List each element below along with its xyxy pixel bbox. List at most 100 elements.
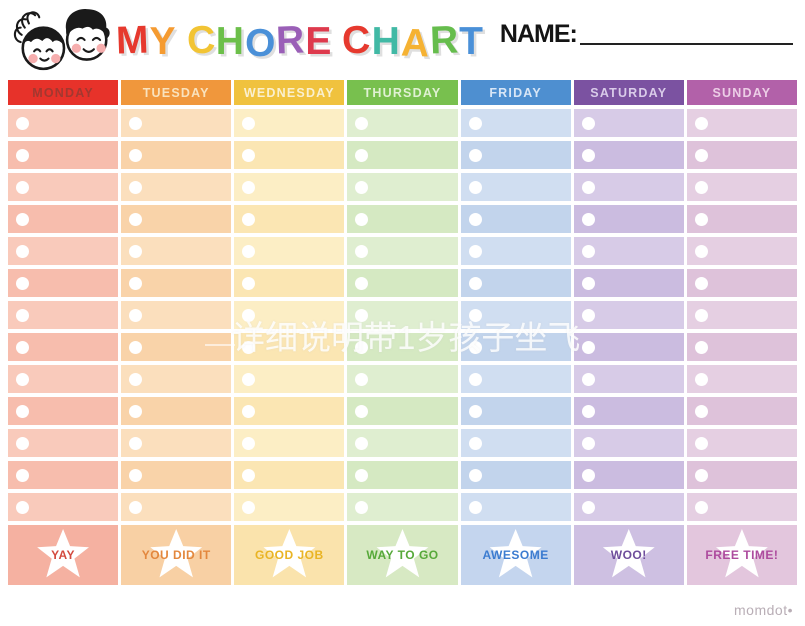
chore-cell[interactable] [686, 173, 797, 201]
chore-cell[interactable] [8, 109, 119, 137]
check-circle[interactable] [355, 500, 369, 514]
check-circle[interactable] [581, 276, 595, 290]
check-circle[interactable] [16, 436, 29, 450]
check-circle[interactable] [129, 404, 143, 418]
check-circle[interactable] [468, 372, 482, 386]
check-circle[interactable] [355, 436, 369, 450]
chore-cell[interactable] [460, 333, 571, 361]
check-circle[interactable] [242, 308, 256, 322]
chore-cell[interactable] [460, 365, 571, 393]
chore-cell[interactable] [121, 109, 232, 137]
check-circle[interactable] [694, 148, 708, 162]
chore-cell[interactable] [121, 333, 232, 361]
chore-cell[interactable] [573, 269, 684, 297]
chore-cell[interactable] [8, 173, 119, 201]
chore-cell[interactable] [460, 301, 571, 329]
check-circle[interactable] [468, 404, 482, 418]
chore-cell[interactable] [686, 365, 797, 393]
check-circle[interactable] [242, 180, 256, 194]
chore-cell[interactable] [121, 397, 232, 425]
check-circle[interactable] [355, 276, 369, 290]
name-underline[interactable] [579, 42, 793, 45]
chore-cell[interactable] [460, 237, 571, 265]
check-circle[interactable] [581, 308, 595, 322]
chore-cell[interactable] [686, 141, 797, 169]
check-circle[interactable] [16, 180, 29, 194]
chore-cell[interactable] [347, 493, 458, 521]
check-circle[interactable] [16, 244, 29, 258]
check-circle[interactable] [355, 244, 369, 258]
chore-cell[interactable] [121, 141, 232, 169]
chore-cell[interactable] [573, 397, 684, 425]
chore-cell[interactable] [686, 301, 797, 329]
check-circle[interactable] [129, 308, 143, 322]
chore-cell[interactable] [460, 397, 571, 425]
chore-cell[interactable] [460, 461, 571, 489]
check-circle[interactable] [355, 212, 369, 226]
chore-cell[interactable] [573, 109, 684, 137]
chore-cell[interactable] [573, 237, 684, 265]
check-circle[interactable] [16, 308, 29, 322]
chore-cell[interactable] [347, 301, 458, 329]
check-circle[interactable] [694, 372, 708, 386]
chore-cell[interactable] [234, 493, 345, 521]
chore-cell[interactable] [573, 429, 684, 457]
check-circle[interactable] [694, 500, 708, 514]
check-circle[interactable] [129, 372, 143, 386]
chore-cell[interactable] [121, 173, 232, 201]
check-circle[interactable] [16, 116, 29, 130]
check-circle[interactable] [694, 436, 708, 450]
check-circle[interactable] [16, 468, 29, 482]
chore-cell[interactable] [347, 333, 458, 361]
chore-cell[interactable] [686, 429, 797, 457]
chore-cell[interactable] [234, 269, 345, 297]
chore-cell[interactable] [460, 429, 571, 457]
check-circle[interactable] [16, 276, 29, 290]
check-circle[interactable] [581, 180, 595, 194]
check-circle[interactable] [129, 212, 143, 226]
check-circle[interactable] [355, 468, 369, 482]
check-circle[interactable] [581, 148, 595, 162]
check-circle[interactable] [242, 500, 256, 514]
check-circle[interactable] [468, 180, 482, 194]
check-circle[interactable] [581, 340, 595, 354]
chore-cell[interactable] [460, 269, 571, 297]
chore-cell[interactable] [8, 269, 119, 297]
check-circle[interactable] [129, 244, 143, 258]
check-circle[interactable] [694, 180, 708, 194]
check-circle[interactable] [468, 500, 482, 514]
chore-cell[interactable] [347, 173, 458, 201]
check-circle[interactable] [468, 148, 482, 162]
check-circle[interactable] [129, 180, 143, 194]
chore-cell[interactable] [573, 141, 684, 169]
check-circle[interactable] [694, 116, 708, 130]
chore-cell[interactable] [686, 205, 797, 233]
check-circle[interactable] [581, 500, 595, 514]
chore-cell[interactable] [573, 365, 684, 393]
chore-cell[interactable] [686, 397, 797, 425]
chore-cell[interactable] [8, 333, 119, 361]
check-circle[interactable] [694, 212, 708, 226]
check-circle[interactable] [355, 404, 369, 418]
check-circle[interactable] [694, 340, 708, 354]
check-circle[interactable] [242, 116, 256, 130]
chore-cell[interactable] [8, 205, 119, 233]
check-circle[interactable] [468, 436, 482, 450]
check-circle[interactable] [581, 468, 595, 482]
check-circle[interactable] [581, 116, 595, 130]
chore-cell[interactable] [347, 141, 458, 169]
check-circle[interactable] [242, 436, 256, 450]
chore-cell[interactable] [347, 365, 458, 393]
check-circle[interactable] [468, 308, 482, 322]
chore-cell[interactable] [460, 109, 571, 137]
check-circle[interactable] [16, 148, 29, 162]
check-circle[interactable] [581, 212, 595, 226]
chore-cell[interactable] [347, 205, 458, 233]
check-circle[interactable] [242, 404, 256, 418]
chore-cell[interactable] [347, 109, 458, 137]
chore-cell[interactable] [121, 429, 232, 457]
chore-cell[interactable] [8, 493, 119, 521]
check-circle[interactable] [468, 212, 482, 226]
chore-cell[interactable] [573, 333, 684, 361]
check-circle[interactable] [16, 500, 29, 514]
